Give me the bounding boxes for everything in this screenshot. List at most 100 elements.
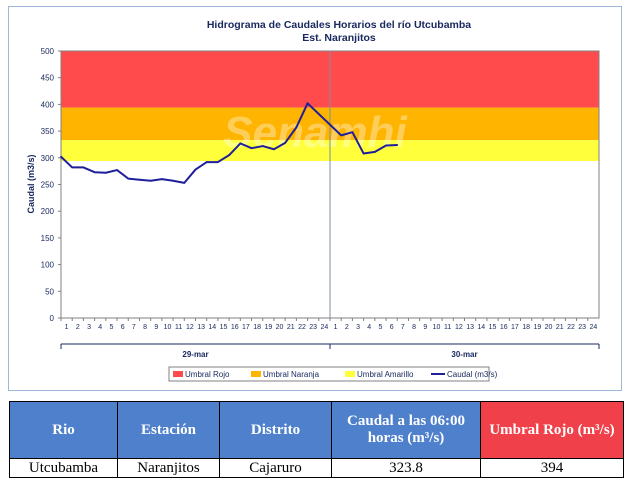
data-point-21 bbox=[295, 126, 298, 129]
x-tick-label-16: 17 bbox=[242, 324, 250, 331]
data-point-16 bbox=[239, 142, 242, 145]
hydrograph-chart: Senamhi Hidrograma de Caudales Horarios d… bbox=[8, 6, 622, 391]
x-tick-label-44: 21 bbox=[556, 324, 564, 331]
data-point-7 bbox=[138, 178, 141, 181]
table-row: Utcubamba Naranjitos Cajaruro 323.8 394 bbox=[9, 458, 624, 478]
data-point-8 bbox=[149, 179, 152, 182]
chart-subtitle: Est. Naranjitos bbox=[302, 32, 376, 44]
x-tick-label-39: 16 bbox=[500, 324, 508, 331]
data-point-29 bbox=[385, 144, 387, 147]
header-rio: Rio bbox=[9, 401, 118, 459]
legend-swatch-1 bbox=[251, 371, 261, 377]
data-point-17 bbox=[250, 147, 253, 150]
x-tick-label-35: 12 bbox=[455, 324, 463, 331]
x-tick-label-30: 7 bbox=[401, 324, 405, 331]
x-tick-label-34: 11 bbox=[444, 324, 451, 331]
y-tick-label-450: 450 bbox=[41, 74, 55, 83]
chart-canvas: Senamhi Hidrograma de Caudales Horarios d… bbox=[26, 19, 600, 382]
x-tick-label-1: 2 bbox=[76, 324, 80, 331]
legend-label-3: Caudal (m3/s) bbox=[447, 370, 498, 379]
day-group-label-1: 30-mar bbox=[451, 350, 477, 359]
legend-label-0: Umbral Rojo bbox=[185, 370, 230, 379]
table-header-row: Rio Estación Distrito Caudal a las 06:00… bbox=[9, 401, 624, 459]
cell-rio: Utcubamba bbox=[9, 458, 118, 478]
x-tick-label-32: 9 bbox=[423, 324, 427, 331]
data-point-9 bbox=[160, 178, 163, 181]
watermark-text: Senamhi bbox=[223, 108, 407, 157]
x-tick-label-40: 17 bbox=[511, 324, 519, 331]
x-tick-label-2: 3 bbox=[87, 324, 91, 331]
data-point-18 bbox=[261, 145, 264, 147]
data-point-14 bbox=[217, 161, 219, 163]
cell-umbral-rojo-value: 394 bbox=[480, 458, 624, 478]
data-point-6 bbox=[127, 177, 130, 180]
x-tick-label-12: 13 bbox=[197, 324, 205, 331]
x-tick-label-33: 10 bbox=[433, 324, 441, 331]
x-tick-label-20: 21 bbox=[287, 324, 295, 331]
y-tick-label-0: 0 bbox=[50, 314, 55, 323]
x-tick-label-14: 15 bbox=[220, 324, 228, 331]
data-point-26 bbox=[351, 131, 354, 134]
x-tick-label-4: 5 bbox=[109, 324, 113, 331]
x-tick-label-22: 23 bbox=[309, 324, 317, 331]
x-tick-label-26: 3 bbox=[356, 324, 360, 331]
y-tick-label-300: 300 bbox=[41, 154, 55, 163]
x-tick-label-28: 5 bbox=[378, 324, 382, 331]
data-point-22 bbox=[306, 102, 309, 105]
x-tick-label-17: 18 bbox=[253, 324, 261, 331]
data-point-25 bbox=[340, 134, 343, 137]
legend-swatch-0 bbox=[173, 371, 183, 377]
x-tick-label-13: 14 bbox=[208, 324, 216, 331]
x-tick-label-7: 8 bbox=[143, 324, 147, 331]
data-point-2 bbox=[82, 166, 85, 169]
x-tick-label-15: 16 bbox=[231, 324, 239, 331]
x-tick-label-36: 13 bbox=[466, 324, 474, 331]
data-point-12 bbox=[194, 168, 197, 171]
x-tick-label-0: 1 bbox=[65, 324, 69, 331]
data-point-24 bbox=[329, 123, 331, 126]
data-point-4 bbox=[104, 171, 107, 174]
x-tick-label-27: 4 bbox=[367, 324, 371, 331]
cell-distrito: Cajaruro bbox=[219, 458, 332, 478]
x-tick-label-37: 14 bbox=[477, 324, 485, 331]
legend-swatch-2 bbox=[345, 371, 355, 377]
x-tick-label-23: 24 bbox=[320, 324, 328, 331]
data-point-28 bbox=[373, 151, 376, 153]
x-tick-label-45: 22 bbox=[567, 324, 575, 331]
header-distrito: Distrito bbox=[219, 401, 332, 459]
flow-summary-table: Rio Estación Distrito Caudal a las 06:00… bbox=[9, 401, 624, 478]
y-tick-label-500: 500 bbox=[41, 47, 55, 56]
x-tick-label-38: 15 bbox=[489, 324, 497, 331]
x-tick-label-41: 18 bbox=[522, 324, 530, 331]
y-tick-label-200: 200 bbox=[41, 207, 55, 216]
x-tick-label-3: 4 bbox=[98, 324, 102, 331]
header-caudal-0600: Caudal a las 06:00 horas (m³/s) bbox=[331, 401, 481, 459]
data-point-23 bbox=[317, 113, 320, 115]
x-tick-label-6: 7 bbox=[132, 324, 136, 331]
y-tick-label-400: 400 bbox=[41, 100, 55, 109]
x-tick-label-31: 8 bbox=[412, 324, 416, 331]
x-tick-label-5: 6 bbox=[121, 324, 125, 331]
x-tick-label-46: 23 bbox=[578, 324, 586, 331]
data-point-11 bbox=[183, 181, 186, 184]
y-axis-label: Caudal (m3/s) bbox=[26, 154, 36, 213]
x-tick-label-43: 20 bbox=[545, 324, 553, 331]
x-tick-label-42: 19 bbox=[533, 324, 541, 331]
y-tick-label-250: 250 bbox=[41, 181, 55, 190]
x-tick-label-25: 2 bbox=[345, 324, 349, 331]
x-tick-label-47: 24 bbox=[589, 324, 597, 331]
data-point-0 bbox=[60, 155, 62, 158]
x-tick-label-11: 12 bbox=[186, 324, 194, 331]
data-point-3 bbox=[93, 171, 96, 174]
y-tick-label-50: 50 bbox=[45, 287, 54, 296]
header-umbral-rojo: Umbral Rojo (m³/s) bbox=[480, 401, 624, 459]
y-tick-label-350: 350 bbox=[41, 127, 55, 136]
day-group-label-0: 29-mar bbox=[182, 350, 208, 359]
data-point-1 bbox=[71, 166, 74, 169]
data-point-10 bbox=[172, 179, 174, 182]
header-estacion: Estación bbox=[117, 401, 220, 459]
legend-label-1: Umbral Naranja bbox=[263, 370, 320, 379]
x-tick-label-10: 11 bbox=[175, 324, 182, 331]
y-tick-label-100: 100 bbox=[41, 261, 55, 270]
data-point-15 bbox=[228, 154, 231, 157]
